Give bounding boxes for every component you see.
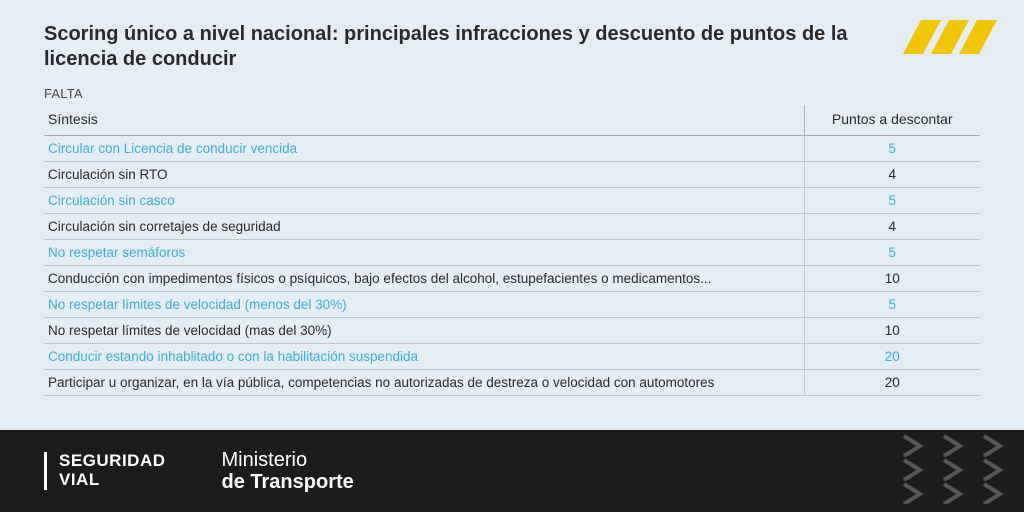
page: Scoring único a nivel nacional: principa… [0, 0, 1024, 512]
cell-points: 4 [804, 162, 980, 188]
stripes-icon [904, 20, 1024, 60]
cell-points: 5 [804, 292, 980, 318]
ministerio-logo: Ministerio de Transporte [222, 449, 354, 493]
cell-points: 20 [804, 344, 980, 370]
col-header-desc: Síntesis [44, 105, 804, 136]
cell-desc: No respetar límites de velocidad (mas de… [44, 318, 804, 344]
table-row: Circular con Licencia de conducir vencid… [44, 136, 980, 162]
header: Scoring único a nivel nacional: principa… [0, 0, 1024, 80]
cell-desc: Circular con Licencia de conducir vencid… [44, 136, 804, 162]
cell-points: 5 [804, 240, 980, 266]
cell-desc: Circulación sin corretajes de seguridad [44, 214, 804, 240]
cell-desc: Circulación sin RTO [44, 162, 804, 188]
cell-desc: Conducción con impedimentos físicos o ps… [44, 266, 804, 292]
table-row: Participar u organizar, en la vía públic… [44, 370, 980, 396]
min-line2: de Transporte [222, 471, 354, 493]
seg-line1: SEGURIDAD [59, 451, 166, 470]
cell-points: 20 [804, 370, 980, 396]
cell-desc: Conducir estando inhablitado o con la ha… [44, 344, 804, 370]
table-row: Conducción con impedimentos físicos o ps… [44, 266, 980, 292]
table-row: No respetar límites de velocidad (menos … [44, 292, 980, 318]
page-title: Scoring único a nivel nacional: principa… [44, 22, 864, 72]
table-row: No respetar límites de velocidad (mas de… [44, 318, 980, 344]
chevrons-icon [902, 434, 1006, 504]
cell-desc: No respetar límites de velocidad (menos … [44, 292, 804, 318]
table-row: No respetar semáforos5 [44, 240, 980, 266]
cell-points: 4 [804, 214, 980, 240]
table-row: Circulación sin casco5 [44, 188, 980, 214]
footer: SEGURIDAD VIAL Ministerio de Transporte [0, 430, 1024, 512]
cell-points: 5 [804, 136, 980, 162]
cell-points: 5 [804, 188, 980, 214]
falta-label: FALTA [44, 86, 980, 101]
cell-desc: Participar u organizar, en la vía públic… [44, 370, 804, 396]
cell-desc: No respetar semáforos [44, 240, 804, 266]
min-line1: Ministerio [222, 449, 354, 471]
table-row: Conducir estando inhablitado o con la ha… [44, 344, 980, 370]
table-row: Circulación sin corretajes de seguridad4 [44, 214, 980, 240]
seg-line2: VIAL [59, 470, 100, 489]
cell-points: 10 [804, 318, 980, 344]
content: FALTA Síntesis Puntos a descontar Circul… [0, 80, 1024, 396]
col-header-points: Puntos a descontar [804, 105, 980, 136]
cell-desc: Circulación sin casco [44, 188, 804, 214]
infractions-table: Síntesis Puntos a descontar Circular con… [44, 105, 980, 396]
cell-points: 10 [804, 266, 980, 292]
table-header-row: Síntesis Puntos a descontar [44, 105, 980, 136]
table-row: Circulación sin RTO4 [44, 162, 980, 188]
seguridad-vial-logo: SEGURIDAD VIAL [44, 452, 166, 489]
